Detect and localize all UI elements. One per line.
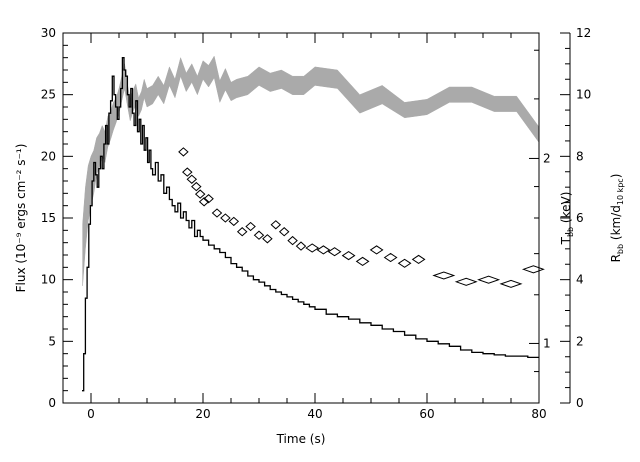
- temperature-axis: 12: [529, 49, 551, 373]
- temperature-point: [186, 174, 198, 184]
- temperature-point: [499, 279, 523, 288]
- temperature-point: [287, 235, 298, 246]
- x-axis-label: Time (s): [276, 432, 326, 446]
- flux-histogram: [82, 57, 539, 392]
- temperature-point: [327, 247, 342, 257]
- x-tick-label: 60: [419, 407, 434, 421]
- flux-tick-label: 20: [41, 149, 56, 163]
- temperature-point: [454, 277, 478, 286]
- temperature-point: [203, 194, 214, 204]
- radius-axis-label: Rbb (km/d10 kpc): [609, 174, 625, 263]
- radius-tick-label: 10: [576, 88, 591, 102]
- temperature-tick-label: 2: [543, 151, 551, 165]
- temperature-point: [305, 243, 320, 253]
- temperature-axis-label: Tbb (keV): [559, 192, 575, 246]
- temperature-point: [253, 230, 265, 240]
- radius-tick-label: 0: [576, 396, 584, 410]
- temperature-label-sub: bb: [566, 227, 575, 237]
- radius-tick-label: 4: [576, 273, 584, 287]
- x-tick-label: 0: [87, 407, 95, 421]
- temperature-point: [191, 181, 202, 192]
- x-axis: 0 20 40 60 80: [62, 33, 547, 421]
- temperature-point: [397, 258, 412, 268]
- flux-tick-label: 25: [41, 88, 56, 102]
- flux-tick-label: 10: [41, 273, 56, 287]
- temperature-diamond-series: [178, 147, 545, 288]
- x-tick-label: 40: [307, 407, 322, 421]
- temperature-point: [355, 256, 370, 267]
- temperature-label-main: T: [559, 236, 573, 245]
- x-tick-label: 20: [195, 407, 210, 421]
- flux-tick-label: 5: [48, 334, 56, 348]
- temperature-point: [194, 189, 206, 199]
- temperature-point: [341, 250, 356, 261]
- flux-tick-label: 30: [41, 26, 56, 40]
- x-tick-label: 80: [531, 407, 546, 421]
- temperature-point: [270, 220, 282, 230]
- temperature-point: [182, 167, 193, 177]
- temperature-point: [369, 245, 384, 255]
- radius-tick-label: 8: [576, 149, 584, 163]
- radius-label-sub: bb: [616, 244, 625, 254]
- flux-tick-label: 15: [41, 211, 56, 225]
- flux-tick-label: 0: [48, 396, 56, 410]
- temperature-point: [220, 213, 231, 223]
- radius-label-rest: (km/d: [609, 205, 623, 244]
- temperature-point: [521, 265, 545, 274]
- temperature-point: [316, 245, 331, 255]
- temperature-tick-label: 1: [543, 336, 551, 350]
- temperature-point: [178, 147, 189, 157]
- temperature-point: [278, 227, 290, 237]
- radius-label-end: ): [609, 174, 623, 179]
- radius-label-main: R: [609, 254, 623, 262]
- flux-histogram-series: [82, 57, 539, 392]
- radius-tick-label: 2: [576, 334, 584, 348]
- temperature-point: [228, 216, 240, 227]
- radius-label-sub2: 10 kpc: [616, 178, 625, 205]
- temperature-point: [236, 227, 248, 237]
- temperature-point: [211, 208, 223, 218]
- temperature-point: [198, 197, 210, 207]
- temperature-point: [411, 254, 426, 265]
- flux-axis: 0 5 10 15 20 25 30: [41, 26, 73, 410]
- flux-axis-label: Flux (10⁻⁹ ergs cm⁻² s⁻¹): [14, 144, 28, 293]
- radius-axis: 0 2 4 6 8 10 12: [560, 26, 591, 410]
- temperature-label-rest: (keV): [559, 192, 573, 227]
- temperature-point: [432, 271, 456, 280]
- radius-tick-label: 12: [576, 26, 591, 40]
- radius-tick-label: 6: [576, 211, 584, 225]
- temperature-point: [262, 234, 273, 244]
- temperature-point: [245, 221, 256, 232]
- temperature-point: [295, 241, 307, 251]
- temperature-point: [477, 275, 501, 284]
- temperature-point: [383, 252, 398, 263]
